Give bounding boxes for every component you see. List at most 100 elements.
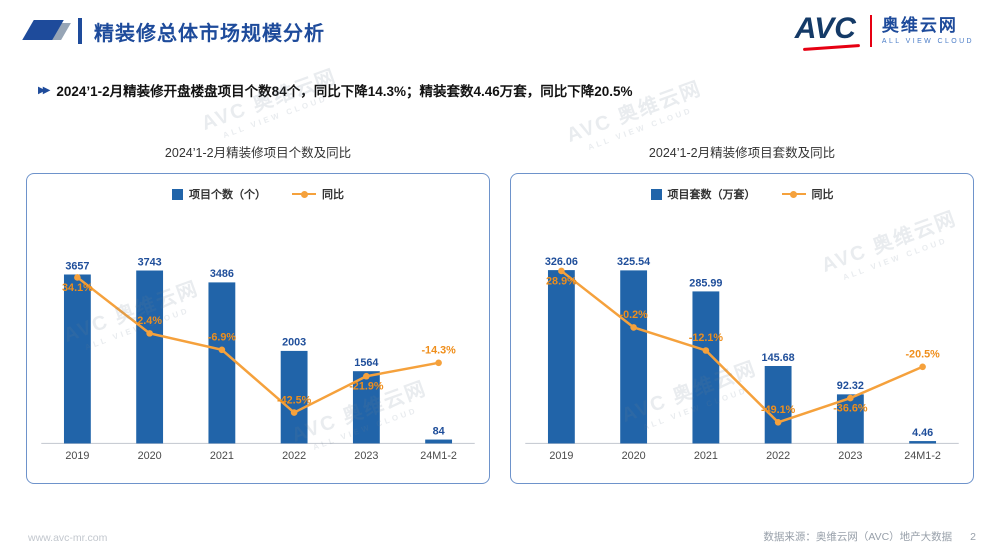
- yoy-line: [76, 276, 439, 415]
- avc-logo: AVC 奥维云网 ALL VIEW CLOUD: [795, 13, 974, 49]
- line-point: [847, 394, 854, 402]
- x-tick-label: 2019: [65, 450, 89, 462]
- key-point: ▶▶ 2024’1-2月精装修开盘楼盘项目个数84个，同比下降14.3%；精装套…: [38, 80, 970, 100]
- legend-units: 项目套数（万套） 同比: [517, 186, 967, 202]
- logo-divider: [869, 15, 872, 47]
- x-tick-label: 2019: [549, 450, 573, 462]
- bar-series: 3657 3743 3486 2003 1564 84: [63, 256, 453, 444]
- chart-title-units: 2024’1-2月精装修项目套数及同比: [648, 146, 836, 160]
- line-value-label: -12.1%: [689, 332, 724, 344]
- line-point: [435, 359, 442, 367]
- line-value-label: -20.5%: [905, 349, 940, 361]
- line-point: [74, 274, 81, 281]
- legend-projects: 项目个数（个） 同比: [33, 186, 483, 202]
- line-point: [363, 372, 370, 380]
- legend-bar-label: 项目套数（万套）: [667, 189, 756, 201]
- line-point: [146, 330, 153, 337]
- bar-series: 326.06 325.54 285.99 145.68 92.32 4.46: [545, 256, 937, 444]
- chart-panel-projects: 2024’1-2月精装修项目个数及同比 项目个数（个） 同比 3657 3743 3…: [26, 142, 490, 484]
- charts-row: 2024’1-2月精装修项目个数及同比 项目个数（个） 同比 3657 3743 3…: [26, 142, 974, 484]
- watermark: AVC 奥维云网 ALL VIEW CLOUD: [198, 65, 340, 140]
- footer-right: 数据来源：奥维云网（AVC）地产大数据 2: [763, 529, 976, 544]
- logo-tagline: ALL VIEW CLOUD: [881, 37, 974, 45]
- line-value-label: 2.4%: [137, 315, 162, 327]
- bar: [208, 282, 236, 444]
- line-point: [558, 267, 565, 275]
- avc-logo-mark: AVC: [795, 13, 860, 49]
- double-arrow-icon: ▶▶: [38, 84, 51, 96]
- line-point: [630, 324, 637, 331]
- line-swatch-icon: [292, 190, 316, 197]
- title-divider: [78, 18, 82, 44]
- line-point: [702, 347, 710, 354]
- chart-title-projects: 2024’1-2月精装修项目个数及同比: [164, 146, 352, 160]
- x-tick-label: 2021: [210, 450, 234, 462]
- bar-value-label: 3657: [65, 260, 89, 272]
- bar-swatch-icon: [650, 188, 662, 200]
- bar-value-label: 285.99: [689, 277, 722, 289]
- bar-value-label: 326.06: [545, 256, 578, 268]
- line-value-label: -0.2%: [619, 309, 648, 321]
- page-number: 2: [970, 530, 976, 543]
- bar: [764, 365, 792, 444]
- line-value-label: -6.9%: [208, 331, 237, 343]
- bar-value-label: 325.54: [617, 256, 650, 268]
- line-point: [774, 418, 782, 426]
- line-value-label: -36.6%: [833, 402, 868, 414]
- line-swatch-icon: [781, 190, 806, 197]
- footer-url: www.avc-mr.com: [28, 532, 108, 544]
- x-tick-label: 24M1-2: [904, 450, 941, 462]
- bar: [547, 270, 575, 444]
- x-tick-label: 2021: [694, 450, 718, 462]
- legend-item-line: 同比: [781, 186, 834, 202]
- yoy-line: [560, 269, 924, 424]
- chart-panel-units: 2024’1-2月精装修项目套数及同比 项目套数（万套） 同比 326.06 32…: [510, 142, 974, 484]
- bar: [692, 291, 720, 444]
- header: 精装修总体市场规模分析 AVC 奥维云网 ALL VIEW CLOUD: [0, 0, 1000, 62]
- bar: [352, 371, 380, 444]
- bar: [63, 274, 91, 444]
- chart-box-units: 项目套数（万套） 同比 326.06 325.54 285.99 145.68 92.3…: [510, 173, 974, 484]
- combo-chart-projects: 3657 3743 3486 2003 1564 84 2019 2020 2021 2022 20…: [41, 256, 475, 462]
- line-value-label: 34.1%: [62, 282, 93, 294]
- line-value-label: -42.5%: [277, 394, 312, 406]
- legend-item-bars: 项目个数（个）: [172, 186, 266, 202]
- bar-value-label: 4.46: [912, 427, 933, 439]
- bar-value-label: 145.68: [762, 352, 795, 364]
- chart-box-projects: 项目个数（个） 同比 3657 3743 3486 2003 1564 84 2019 202…: [26, 173, 490, 484]
- bar: [620, 270, 648, 444]
- line-value-label: -49.1%: [761, 404, 796, 416]
- bar-swatch-icon: [172, 188, 183, 200]
- logo-company-name: 奥维云网: [881, 15, 958, 35]
- legend-line-label: 同比: [811, 189, 834, 201]
- line-point: [919, 363, 926, 371]
- x-tick-label: 2020: [138, 450, 162, 462]
- legend-line-label: 同比: [322, 189, 344, 201]
- bar-value-label: 92.32: [837, 380, 864, 392]
- line-value-label: -14.3%: [421, 345, 456, 357]
- bar: [425, 439, 453, 444]
- header-accent-shape: [22, 18, 72, 44]
- bar-value-label: 3486: [210, 268, 234, 280]
- x-tick-label: 24M1-2: [420, 450, 457, 462]
- bar: [909, 441, 937, 444]
- key-point-text: 2024’1-2月精装修开盘楼盘项目个数84个，同比下降14.3%；精装套数4.…: [56, 84, 633, 99]
- data-source: 数据来源：奥维云网（AVC）地产大数据: [763, 531, 953, 543]
- logo-text-block: 奥维云网 ALL VIEW CLOUD: [881, 15, 974, 45]
- bar-value-label: 2003: [282, 337, 306, 349]
- line-value-label: -21.9%: [349, 381, 384, 393]
- x-tick-label: 2022: [766, 450, 790, 462]
- x-tick-label: 2020: [622, 450, 646, 462]
- bar: [280, 350, 308, 444]
- line-point: [218, 346, 226, 354]
- combo-chart-units: 326.06 325.54 285.99 145.68 92.32 4.46 2019 202…: [525, 256, 959, 462]
- line-point: [290, 409, 298, 416]
- line-value-label: 28.9%: [546, 275, 577, 287]
- legend-item-bars: 项目套数（万套）: [650, 186, 756, 202]
- bar-value-label: 3743: [138, 256, 162, 268]
- bar-value-label: 84: [433, 425, 445, 437]
- bar-value-label: 1564: [354, 357, 378, 369]
- x-tick-label: 2023: [838, 450, 862, 462]
- bar: [836, 394, 864, 444]
